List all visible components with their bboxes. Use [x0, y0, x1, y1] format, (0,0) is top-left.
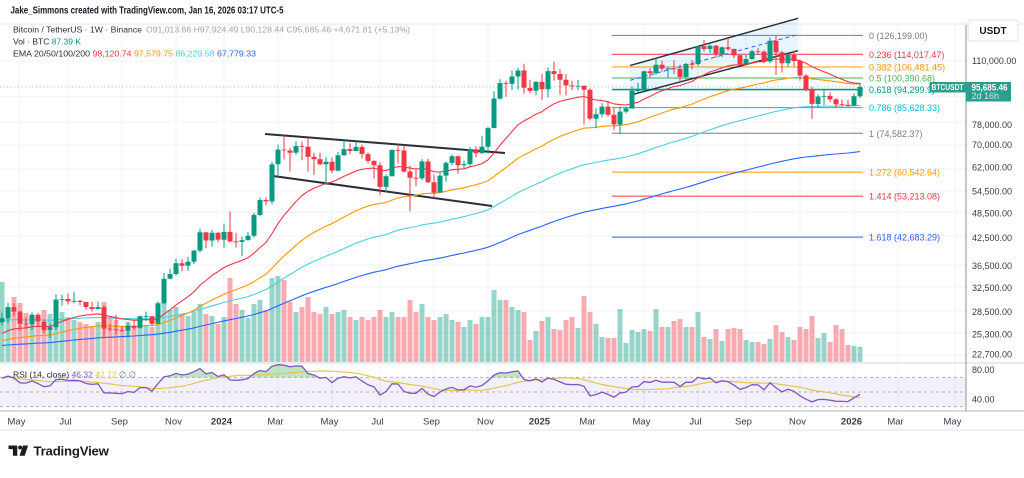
svg-text:Nov: Nov — [477, 417, 494, 428]
svg-text:0.786 (85,628.33): 0.786 (85,628.33) — [869, 103, 940, 113]
svg-text:Vol · BTC 87.39 K: Vol · BTC 87.39 K — [13, 37, 81, 47]
svg-text:62,000.00: 62,000.00 — [972, 163, 1012, 173]
svg-text:40.00: 40.00 — [972, 394, 995, 404]
svg-text:O91,013.66 H97,924.49 L90,12: O91,013.66 H97,924.49 L90,128.44 C95,685… — [146, 25, 410, 35]
svg-text:2d 16h: 2d 16h — [972, 91, 1000, 101]
svg-text:Nov: Nov — [165, 417, 182, 428]
svg-text:70,000.00: 70,000.00 — [972, 140, 1012, 150]
svg-text:Jul: Jul — [371, 417, 383, 428]
svg-text:EMA 20/50/100/200 98,120.74: EMA 20/50/100/200 98,120.74 97,579.75 86… — [13, 49, 256, 59]
svg-text:Sep: Sep — [423, 417, 440, 428]
svg-text:95,685.46: 95,685.46 — [972, 83, 1008, 94]
svg-text:110,000.00: 110,000.00 — [972, 56, 1016, 66]
svg-text:2026: 2026 — [841, 417, 862, 428]
svg-text:80.00: 80.00 — [972, 365, 995, 375]
svg-text:78,000.00: 78,000.00 — [972, 120, 1012, 130]
svg-text:0.382 (106,481.45): 0.382 (106,481.45) — [869, 63, 945, 73]
svg-text:25,300.00: 25,300.00 — [972, 329, 1012, 339]
svg-text:Jul: Jul — [689, 417, 701, 428]
svg-text:Bitcoin / TetherUS · 1W · Bina: Bitcoin / TetherUS · 1W · Binance — [13, 25, 142, 35]
svg-text:0.236 (114,017.47): 0.236 (114,017.47) — [869, 50, 944, 60]
svg-text:Mar: Mar — [267, 417, 283, 428]
svg-text:Sep: Sep — [111, 417, 128, 428]
svg-text:42,500.00: 42,500.00 — [972, 233, 1012, 243]
svg-text:May: May — [944, 417, 962, 428]
svg-text:1 (74,582.37): 1 (74,582.37) — [869, 129, 923, 139]
svg-text:1.618 (42,683.29): 1.618 (42,683.29) — [869, 233, 940, 243]
svg-text:0.618 (94,299.9): 0.618 (94,299.9) — [869, 85, 935, 95]
svg-text:Sep: Sep — [735, 417, 752, 428]
svg-text:Jake_Simmons created with Trad: Jake_Simmons created with TradingView.co… — [11, 5, 284, 17]
svg-text:48,500.00: 48,500.00 — [972, 208, 1012, 218]
svg-text:BTCUSDT: BTCUSDT — [932, 82, 965, 92]
svg-text:22,700.00: 22,700.00 — [972, 350, 1012, 360]
svg-text:0 (126,199.00): 0 (126,199.00) — [869, 31, 928, 41]
svg-text:USDT: USDT — [979, 26, 1006, 37]
svg-text:54,500.00: 54,500.00 — [972, 187, 1012, 197]
svg-text:28,500.00: 28,500.00 — [972, 307, 1012, 317]
svg-text:Mar: Mar — [579, 417, 595, 428]
svg-text:Nov: Nov — [789, 417, 806, 428]
svg-text:RSI (14, close) 46.32 42.72: RSI (14, close) 46.32 42.72 ∅ ∅ — [13, 370, 137, 380]
svg-text:Jul: Jul — [59, 417, 71, 428]
svg-text:Mar: Mar — [887, 417, 903, 428]
svg-text:0.5 (100,390.68): 0.5 (100,390.68) — [869, 74, 935, 84]
svg-text:May: May — [633, 417, 651, 428]
svg-text:2025: 2025 — [529, 417, 551, 428]
svg-text:2024: 2024 — [211, 417, 233, 428]
svg-text:1.414 (53,213.08): 1.414 (53,213.08) — [869, 192, 940, 202]
svg-text:May: May — [8, 417, 26, 428]
svg-text:36,500.00: 36,500.00 — [972, 261, 1012, 271]
svg-text:32,500.00: 32,500.00 — [972, 283, 1012, 293]
svg-text:1.272 (60,542.64): 1.272 (60,542.64) — [869, 168, 940, 178]
svg-text:TradingView: TradingView — [34, 444, 110, 459]
svg-text:May: May — [321, 417, 339, 428]
